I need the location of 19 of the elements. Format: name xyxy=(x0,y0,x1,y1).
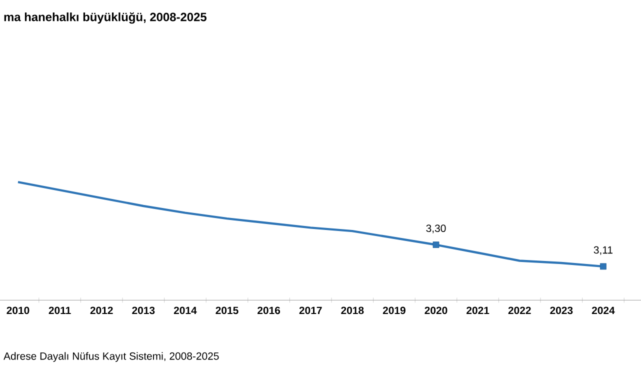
x-tick-label: 2020 xyxy=(424,306,448,314)
x-tick-label: 2019 xyxy=(382,306,406,314)
x-tick-label: 2023 xyxy=(550,306,573,314)
x-tick-label: 2010 xyxy=(6,306,30,314)
x-tick-label: 2024 xyxy=(592,306,615,314)
data-label: 3,11 xyxy=(594,246,612,255)
data-label: 3,30 xyxy=(426,224,446,234)
x-tick-label: 2015 xyxy=(216,306,238,314)
text: Adrese Dayalı Nüfus Kayıt Sistemi, 2008-2025 xyxy=(4,352,219,362)
x-tick-label: 2016 xyxy=(258,306,280,314)
x-tick-label: 2012 xyxy=(90,306,113,314)
x-tick-label: 2013 xyxy=(132,306,155,314)
x-tick-label: 2021 xyxy=(466,306,490,314)
x-tick-label: 2018 xyxy=(341,306,364,314)
x-tick-label: 2022 xyxy=(508,306,531,314)
x-tick-label: 2014 xyxy=(174,306,197,314)
x-tick-label: 2011 xyxy=(48,306,71,314)
chart-title: ma hanehalkı büyüklüğü, 2008-2025 xyxy=(4,12,206,24)
x-tick-label: 2017 xyxy=(299,306,322,314)
